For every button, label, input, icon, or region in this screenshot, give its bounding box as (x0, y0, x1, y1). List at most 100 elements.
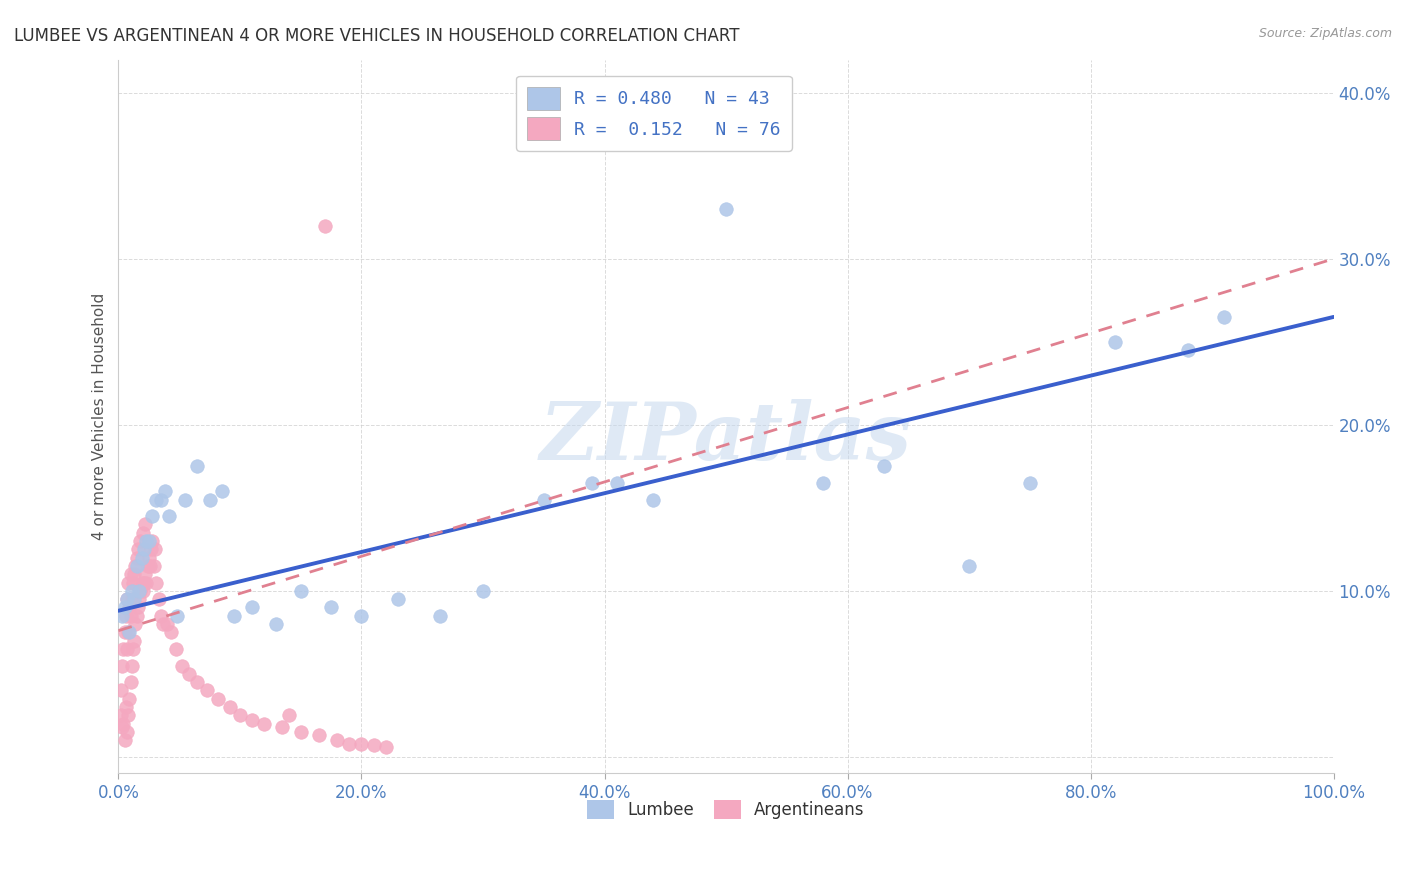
Point (127, 542, 149, 557)
Point (643, 492, 665, 507)
Point (115, 641, 138, 656)
Point (117, 708, 139, 723)
Point (110, 708, 132, 723)
Point (139, 558, 162, 573)
Text: Source: ZipAtlas.com: Source: ZipAtlas.com (1258, 27, 1392, 40)
Point (117, 625, 139, 640)
Point (229, 708, 252, 723)
Point (326, 733, 349, 747)
Point (186, 675, 208, 690)
Point (873, 459, 896, 474)
Point (129, 534, 152, 549)
Point (135, 575, 157, 590)
Point (159, 509, 181, 524)
Point (142, 558, 165, 573)
Point (308, 728, 330, 742)
Point (198, 492, 221, 507)
Point (363, 738, 385, 752)
Point (219, 700, 242, 714)
Point (114, 700, 136, 714)
Point (1104, 334, 1126, 349)
Point (120, 567, 142, 582)
Legend: Lumbee, Argentineans: Lumbee, Argentineans (581, 793, 872, 826)
Point (153, 484, 176, 499)
Point (141, 509, 163, 524)
Point (111, 720, 134, 734)
Point (128, 592, 150, 607)
Point (277, 708, 299, 723)
Point (143, 542, 166, 557)
Point (149, 608, 172, 623)
Point (166, 608, 188, 623)
Point (134, 517, 156, 532)
Point (195, 683, 218, 698)
Point (186, 459, 208, 474)
Point (112, 716, 135, 731)
Point (159, 625, 181, 640)
Point (165, 641, 187, 656)
Point (145, 575, 167, 590)
Point (131, 575, 153, 590)
Point (141, 534, 163, 549)
Point (114, 608, 136, 623)
Point (115, 592, 138, 607)
Point (132, 542, 155, 557)
Point (957, 558, 980, 573)
Point (132, 583, 155, 598)
Point (132, 575, 155, 590)
Point (120, 675, 142, 690)
Point (714, 202, 737, 216)
Point (131, 550, 153, 565)
Point (141, 542, 163, 557)
Point (266, 617, 288, 632)
Point (110, 683, 132, 698)
Point (174, 492, 197, 507)
Point (118, 691, 141, 706)
Point (350, 737, 373, 751)
Point (114, 733, 136, 747)
Point (606, 475, 628, 490)
Point (152, 617, 174, 632)
Point (134, 567, 156, 582)
Point (115, 725, 138, 739)
Point (120, 608, 142, 623)
Point (429, 608, 451, 623)
Point (114, 625, 136, 640)
Point (177, 666, 200, 681)
Point (253, 716, 276, 731)
Point (114, 600, 136, 615)
Point (127, 600, 149, 615)
Text: LUMBEE VS ARGENTINEAN 4 OR MORE VEHICLES IN HOUSEHOLD CORRELATION CHART: LUMBEE VS ARGENTINEAN 4 OR MORE VEHICLES… (14, 27, 740, 45)
Point (118, 600, 141, 615)
Point (149, 492, 172, 507)
Point (170, 658, 193, 673)
Point (533, 492, 555, 507)
Point (271, 720, 294, 734)
Point (121, 583, 143, 598)
Point (111, 608, 134, 623)
Point (156, 617, 179, 632)
Point (125, 558, 148, 573)
Point (135, 534, 157, 549)
Point (1018, 475, 1040, 490)
Point (138, 550, 160, 565)
Point (581, 475, 603, 490)
Point (115, 592, 138, 607)
Point (148, 592, 170, 607)
Point (125, 550, 148, 565)
Point (124, 617, 146, 632)
Point (128, 583, 150, 598)
Point (132, 525, 155, 540)
Point (319, 600, 342, 615)
Point (222, 608, 245, 623)
Point (813, 475, 835, 490)
Point (121, 592, 143, 607)
Point (290, 583, 312, 598)
Point (1177, 343, 1199, 358)
Point (240, 600, 263, 615)
Point (374, 739, 396, 754)
Point (121, 658, 143, 673)
Point (122, 575, 145, 590)
Point (145, 492, 167, 507)
Text: ZIPatlas: ZIPatlas (540, 400, 912, 476)
